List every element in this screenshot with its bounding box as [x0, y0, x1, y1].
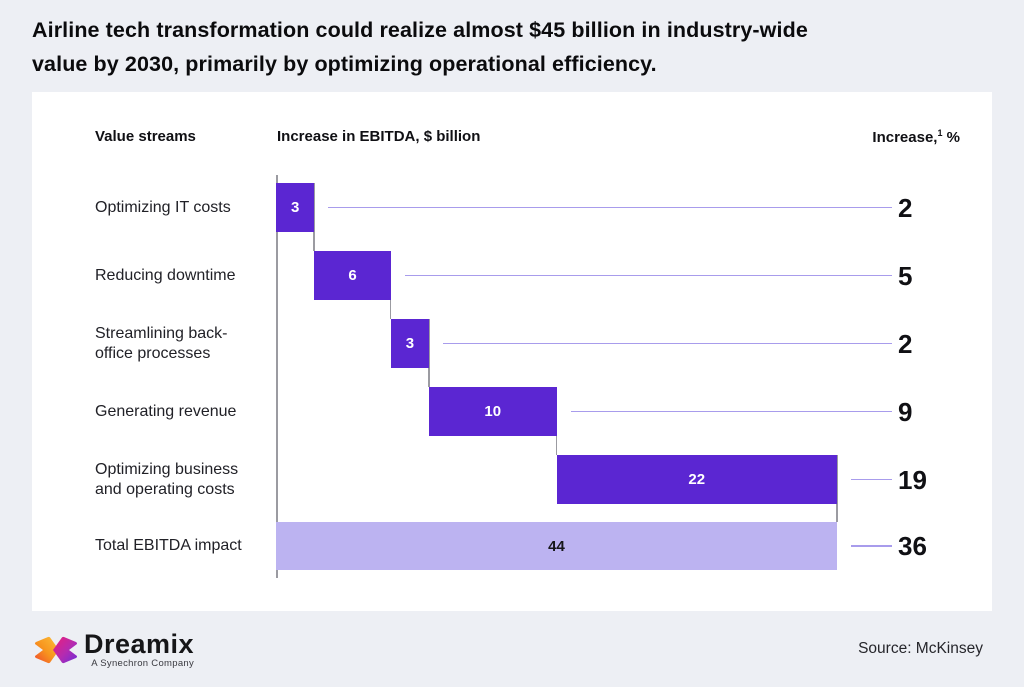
waterfall-bar: 3 — [390, 319, 430, 368]
row-label-line: office processes — [95, 344, 211, 362]
row-label: Generating revenue — [95, 387, 285, 436]
column-header-value-streams: Value streams — [95, 128, 196, 145]
row-label-line: Optimizing IT costs — [95, 198, 231, 216]
chart-card: Value streams Increase in EBITDA, $ bill… — [32, 92, 992, 611]
page-title-line-1: Airline tech transformation could realiz… — [32, 18, 808, 42]
waterfall-bar: 10 — [429, 387, 557, 436]
bar-value-label: 44 — [548, 537, 565, 555]
bar-value-label: 3 — [405, 335, 415, 352]
source-attribution: Source: McKinsey — [858, 640, 983, 657]
waterfall-bar: 6 — [314, 251, 391, 300]
row-label: Total EBITDA impact — [95, 522, 285, 570]
increase-header-unit: % — [942, 129, 960, 146]
dreamix-logo-icon — [35, 636, 77, 664]
waterfall-bar: 3 — [276, 183, 315, 232]
column-header-ebitda: Increase in EBITDA, $ billion — [277, 128, 481, 145]
row-label: Reducing downtime — [95, 251, 285, 300]
baseline-axis — [276, 175, 278, 578]
waterfall-bar: 22 — [556, 455, 837, 504]
connector-line — [570, 410, 892, 412]
page-title-line-2: value by 2030, primarily by optimizing o… — [32, 52, 657, 76]
connector-line — [328, 206, 893, 208]
connector-line — [851, 478, 892, 480]
logo-tagline: A Synechron Company — [91, 658, 195, 669]
row-label-line: Optimizing business — [95, 460, 239, 478]
logo-text-block: Dreamix A Synechron Company — [84, 629, 195, 670]
increase-pct-value: 36 — [898, 531, 927, 561]
connector-line — [443, 342, 892, 344]
page-title: Airline tech transformation could realiz… — [32, 13, 932, 81]
row-label: Streamlining back-office processes — [95, 319, 285, 368]
increase-pct-value: 2 — [898, 328, 913, 359]
row-label: Optimizing IT costs — [95, 183, 285, 232]
increase-pct-value: 9 — [898, 396, 913, 427]
footnote-marker: 1 — [937, 128, 943, 138]
bar-value-label: 3 — [290, 199, 300, 216]
increase-pct-value: 19 — [898, 464, 927, 495]
row-label-line: and operating costs — [95, 480, 235, 498]
row-label: Optimizing business and operating costs — [95, 455, 285, 504]
connector-line — [851, 545, 892, 547]
waterfall-chart: Optimizing IT costs 3 2 Reducing downtime 6 5… — [32, 92, 992, 611]
increase-header-text: Increase, — [872, 129, 938, 146]
bar-value-label: 22 — [688, 471, 706, 488]
connector-line — [404, 274, 893, 276]
increase-pct-value: 5 — [898, 260, 913, 291]
column-header-increase-pct: Increase,1 % — [872, 128, 960, 148]
waterfall-bar: 44 — [276, 522, 837, 570]
bar-value-label: 6 — [348, 267, 357, 284]
increase-pct-value: 2 — [898, 192, 913, 223]
dreamix-logo: Dreamix A Synechron Company — [33, 631, 194, 669]
bar-value-label: 10 — [484, 403, 502, 420]
row-label-line: Streamlining back- — [95, 324, 228, 342]
row-label-line: Reducing downtime — [95, 266, 236, 284]
logo-wordmark: Dreamix — [84, 629, 195, 659]
row-label-line: Generating revenue — [95, 402, 237, 420]
row-label-line: Total EBITDA impact — [95, 537, 242, 554]
